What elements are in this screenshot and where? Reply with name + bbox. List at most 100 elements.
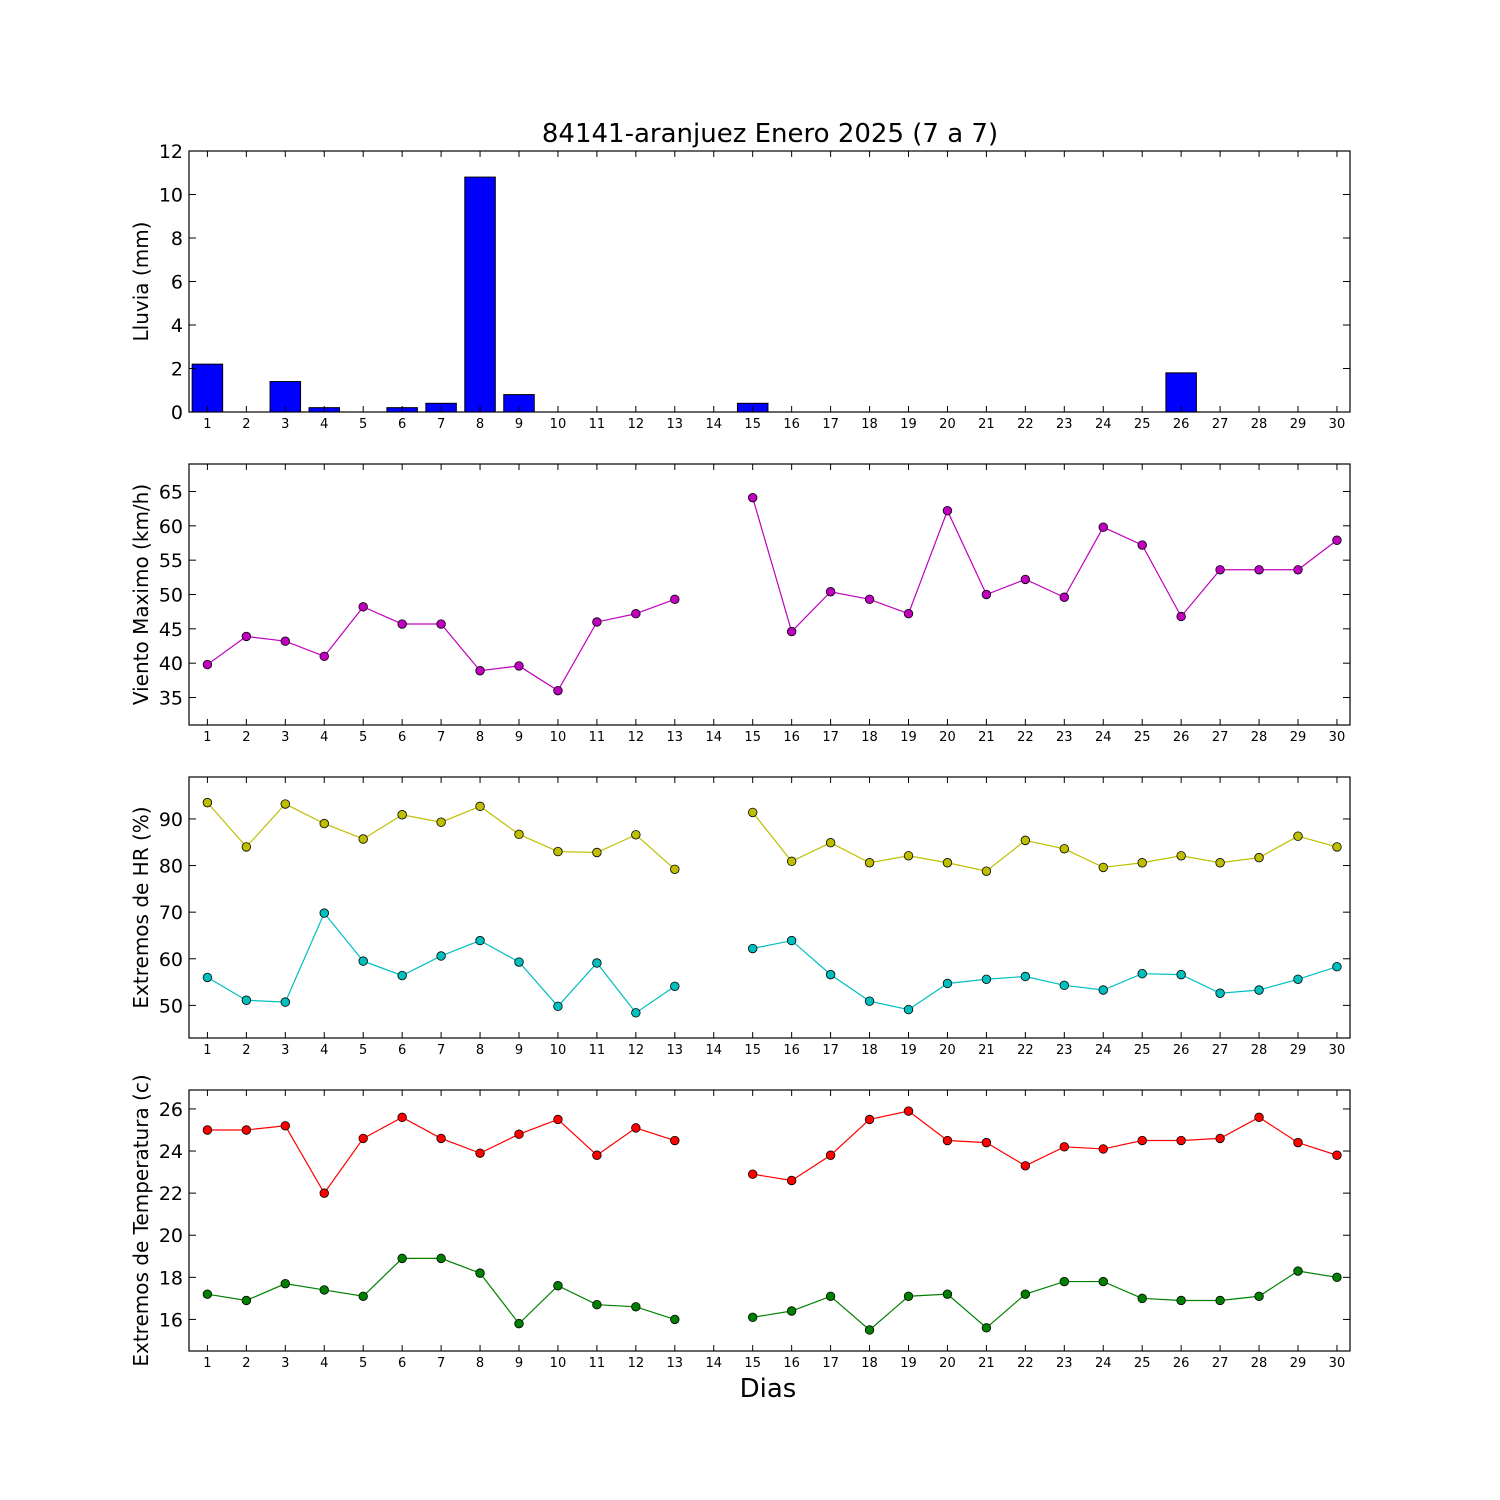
temperature-xtick-label: 19: [900, 1356, 917, 1371]
humidity-axes-frame: [188, 776, 1351, 1039]
temperature-series-1-point: [1332, 1272, 1342, 1283]
humidity-series-1-point: [319, 908, 329, 918]
rainfall-ytick-label: 4: [171, 315, 183, 337]
temperature-series-1-point: [202, 1289, 213, 1299]
temperature-xtick-label: 30: [1329, 1356, 1346, 1371]
humidity-series-0-point: [280, 799, 291, 809]
humidity-series-1-point: [592, 958, 602, 968]
rainfall-xtick-label: 24: [1095, 417, 1112, 432]
temperature-series-1-point: [1059, 1276, 1070, 1287]
temperature-series-1-point: [1020, 1289, 1031, 1299]
temperature-xtick-label: 20: [939, 1356, 956, 1371]
humidity-xtick-label: 13: [667, 1043, 684, 1058]
humidity-series: [202, 797, 1342, 1018]
rainfall-xtick-label: 14: [705, 417, 722, 432]
temperature-series-1-point: [981, 1323, 992, 1333]
humidity-xtick-label: 8: [476, 1043, 484, 1058]
wind-series-0-point: [319, 651, 329, 662]
humidity-xtick-label: 6: [398, 1043, 406, 1058]
temperature-xtick-label: 13: [667, 1356, 684, 1371]
wind-series-0-point: [241, 631, 252, 642]
temperature-series-0-point: [864, 1114, 875, 1125]
humidity-series-0-point: [1137, 858, 1147, 868]
temperature-series-0-point: [280, 1121, 291, 1131]
temperature-series-1-point: [786, 1306, 797, 1316]
rainfall-xtick-label: 1: [203, 417, 211, 432]
temperature-series-0-point: [358, 1133, 368, 1144]
temperature-xtick-label: 2: [242, 1356, 250, 1371]
humidity-series-0-point: [670, 864, 680, 874]
temperature-series-1-point: [1215, 1295, 1225, 1306]
humidity-series-1-point: [942, 978, 953, 989]
wind-xtick-label: 16: [783, 730, 800, 745]
temperature-xtick-label: 16: [783, 1356, 800, 1371]
temperature-xtick-label: 3: [281, 1356, 289, 1371]
humidity-y-axis-label: Extremos de HR (%): [129, 806, 153, 1008]
humidity-xtick-label: 14: [705, 1043, 722, 1058]
humidity-series-1-point: [1137, 968, 1147, 979]
humidity-xtick-label: 3: [281, 1043, 289, 1058]
humidity-xtick-label: 25: [1134, 1043, 1151, 1058]
humidity-xtick-label: 4: [320, 1043, 328, 1058]
temperature-xtick-label: 28: [1251, 1356, 1268, 1371]
temperature-series-1-point: [864, 1325, 875, 1335]
temperature-series-1-point: [241, 1295, 252, 1306]
temperature-series-0-point: [670, 1135, 680, 1146]
wind-ytick-label: 65: [159, 481, 183, 503]
humidity-series-1-point: [1020, 971, 1031, 982]
x-axis-label: Dias: [740, 1374, 797, 1404]
wind-series-0-point: [942, 506, 953, 516]
temperature-series-0-point: [903, 1106, 914, 1116]
temperature-xtick-label: 22: [1017, 1356, 1034, 1371]
temperature-series-0-point: [514, 1129, 524, 1139]
wind-series-0-point: [748, 492, 758, 503]
humidity-series-0-point: [475, 801, 485, 812]
humidity-series-0-point: [1215, 858, 1225, 868]
temperature-xtick-label: 11: [589, 1356, 606, 1371]
temperature-series-1-point: [903, 1291, 914, 1301]
wind-series-0-point: [903, 609, 914, 619]
humidity-series-1-point: [631, 1008, 641, 1018]
temperature-series-0-point: [631, 1123, 641, 1133]
humidity-xtick-label: 2: [242, 1043, 250, 1058]
humidity-series-0-line: [752, 812, 1338, 872]
wind-xtick-label: 4: [320, 730, 328, 745]
temperature-xtick-label: 12: [628, 1356, 645, 1371]
humidity-series-1-point: [1176, 969, 1186, 980]
rainfall-xtick-label: 21: [978, 417, 995, 432]
temperature-series-1-point: [319, 1285, 329, 1295]
humidity-series-1-point: [1059, 980, 1070, 991]
humidity-series-1-point: [825, 969, 836, 980]
wind-xtick-label: 27: [1212, 730, 1229, 745]
wind-xtick-label: 6: [398, 730, 406, 745]
rainfall-xtick-label: 19: [900, 417, 917, 432]
humidity-series-1-point: [1293, 974, 1303, 984]
temperature-series-0-point: [1059, 1142, 1070, 1152]
wind-ytick-label: 40: [159, 653, 183, 675]
humidity-xtick-label: 10: [550, 1043, 567, 1058]
temperature-xtick-label: 27: [1212, 1356, 1229, 1371]
wind-xtick-label: 25: [1134, 730, 1151, 745]
temperature-xtick-label: 6: [398, 1356, 406, 1371]
humidity-series-0-point: [592, 847, 602, 858]
humidity-series-1-point: [436, 951, 446, 961]
temperature-series-1-point: [358, 1291, 368, 1301]
humidity-series-1-point: [475, 935, 485, 946]
humidity-series-1-point: [514, 957, 524, 967]
wind-series-0-line: [752, 497, 1338, 633]
humidity-series-0-point: [319, 818, 329, 829]
humidity-series-0-point: [1332, 842, 1342, 852]
rainfall-xtick-label: 23: [1056, 417, 1073, 432]
wind-series-0-point: [670, 594, 680, 605]
wind-xtick-label: 20: [939, 730, 956, 745]
rainfall-xtick-label: 25: [1134, 417, 1151, 432]
rainfall-xtick-label: 20: [939, 417, 956, 432]
rainfall-xtick-label: 18: [861, 417, 878, 432]
wind-series-0-point: [1059, 592, 1070, 602]
temperature-series-1-point: [514, 1318, 524, 1329]
temperature-xtick-label: 24: [1095, 1356, 1112, 1371]
